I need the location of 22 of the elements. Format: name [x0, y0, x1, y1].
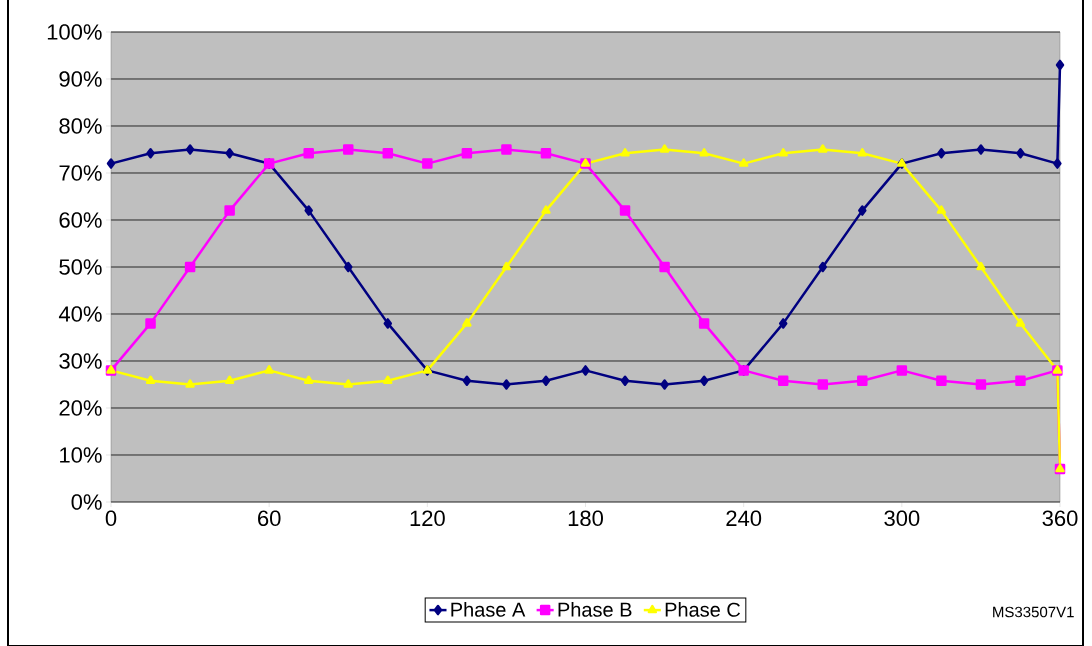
y-tick-label: 20% — [59, 400, 102, 416]
y-tick-label: 70% — [59, 165, 102, 181]
x-tick-label: 360 — [1042, 510, 1078, 527]
y-tick-label: 90% — [59, 71, 102, 87]
x-tick-label: 60 — [258, 510, 281, 527]
y-tick-label: 0% — [71, 494, 102, 510]
legend-label: Phase C — [665, 602, 741, 617]
x-tick-label: 240 — [726, 510, 762, 527]
legend-label: Phase B — [558, 602, 632, 617]
x-tick-label: 0 — [105, 510, 117, 527]
y-tick-label: 10% — [60, 447, 102, 463]
x-tick-label: 120 — [410, 510, 445, 527]
y-tick-label: 50% — [59, 259, 102, 275]
y-tick-label: 30% — [59, 353, 102, 369]
legend-label: Phase A — [451, 602, 526, 617]
x-tick-label: 180 — [568, 510, 603, 527]
text: MS33507V1 — [993, 606, 1074, 618]
y-tick-label: 80% — [59, 118, 102, 134]
y-tick-label: 100% — [47, 24, 102, 40]
x-tick-label: 300 — [884, 510, 920, 527]
y-tick-label: 60% — [59, 212, 102, 228]
y-tick-label: 40% — [58, 306, 102, 322]
